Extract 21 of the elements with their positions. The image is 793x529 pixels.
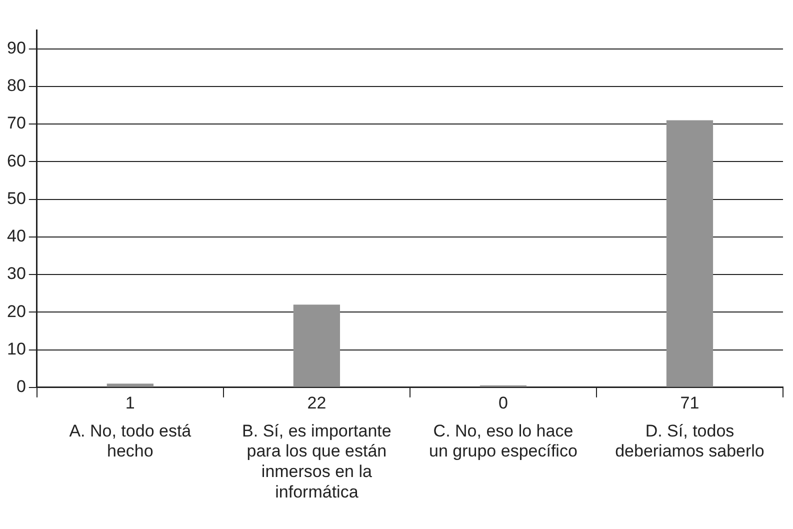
y-tick-label: 90 [6,38,26,58]
y-tick-label: 40 [6,226,26,246]
y-tick-label: 70 [6,114,26,133]
y-tick-label: 20 [6,302,26,321]
data-label: 1 [125,394,135,413]
data-label: 71 [680,394,700,413]
bar [293,304,340,387]
bar [106,384,154,387]
x-tick-label: D. Sí, todos deberiamos saberlo [615,421,764,461]
y-tick-label: 50 [6,188,26,208]
y-tick-label: 30 [6,264,26,284]
x-tick-label: C. No, eso lo hace un grupo específico [429,421,578,461]
x-tick-label: A. No, todo está hecho [69,421,192,461]
y-tick-label: 10 [6,339,26,358]
x-tick-label: B. Sí, es importante para los que están inmersos en la informática [242,421,392,502]
bar [666,120,714,387]
y-tick-label: 60 [6,151,26,170]
data-label: 22 [307,394,326,413]
data-label: 0 [498,394,508,413]
y-tick-label: 80 [6,76,26,96]
y-tick-label: 0 [16,377,26,396]
